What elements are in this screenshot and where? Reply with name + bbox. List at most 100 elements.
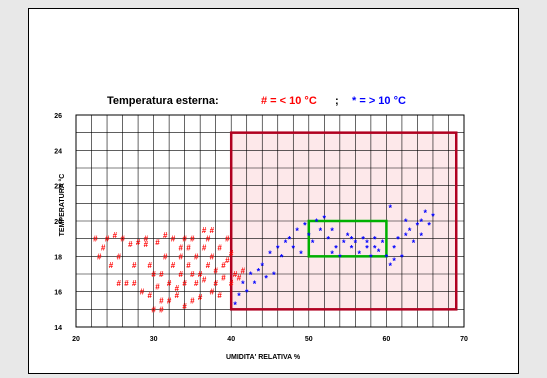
data-point: # [155, 238, 160, 247]
data-point: # [159, 305, 164, 314]
y-tick-label: 18 [54, 254, 62, 261]
data-point: * [288, 235, 292, 245]
data-point: * [257, 266, 261, 276]
data-point: * [389, 261, 393, 271]
x-tick-label: 50 [305, 336, 313, 343]
data-point: * [264, 274, 268, 284]
data-point: # [213, 266, 218, 275]
data-point: * [280, 252, 284, 262]
data-point: # [124, 279, 129, 288]
data-point: * [284, 238, 288, 248]
data-point: * [245, 288, 249, 298]
data-point: * [292, 244, 296, 254]
data-point: * [365, 238, 369, 248]
data-point: # [182, 279, 187, 288]
plot-border [75, 114, 465, 328]
data-point: # [202, 226, 207, 235]
legend: Temperatura esterna: # = < 10 °C ; * = >… [107, 95, 406, 107]
data-point: * [365, 244, 369, 254]
data-point: * [392, 256, 396, 266]
data-point: * [357, 249, 361, 259]
chart-frame: 20 30 40 50 60 70 14 16 18 20 22 24 26 # # # # # # # # # # # # #… [28, 8, 519, 374]
y-tick-label: 16 [54, 290, 62, 297]
data-point: # [217, 244, 222, 253]
data-point: * [307, 231, 311, 241]
data-point: # [105, 235, 110, 244]
data-point: * [241, 279, 245, 289]
data-point: # [175, 291, 180, 300]
data-point: # [179, 270, 184, 279]
legend-below: # = < 10 °C [261, 95, 317, 107]
data-point: # [101, 244, 106, 253]
data-point: # [213, 279, 218, 288]
data-point: # [221, 261, 226, 270]
data-point: # [186, 244, 191, 253]
data-point: * [334, 244, 338, 254]
data-point: * [311, 238, 315, 248]
data-points: ########################################… [93, 203, 435, 314]
data-point: # [163, 231, 168, 240]
data-point: # [194, 279, 199, 288]
data-point: # [120, 235, 125, 244]
data-point: * [315, 217, 319, 227]
data-point: * [346, 231, 350, 241]
data-point: # [159, 270, 164, 279]
data-point: # [97, 252, 102, 261]
tick-labels: 20 30 40 50 60 70 14 16 18 20 22 24 26 [54, 113, 468, 343]
x-tick-label: 70 [460, 336, 468, 343]
data-point: * [330, 249, 334, 259]
data-point: # [128, 240, 133, 249]
data-point: # [93, 235, 98, 244]
data-point: # [147, 261, 152, 270]
series-below-10: ########################################… [93, 226, 245, 315]
data-point: * [423, 208, 427, 218]
data-point: # [241, 266, 246, 275]
data-point: # [210, 252, 215, 261]
data-point: # [144, 235, 149, 244]
data-point: * [233, 300, 237, 310]
data-point: # [144, 240, 149, 249]
data-point: # [233, 270, 238, 279]
x-tick-label: 60 [383, 336, 391, 343]
data-point: # [229, 249, 234, 258]
data-point: # [186, 261, 191, 270]
y-tick-label: 24 [54, 148, 62, 155]
data-point: # [147, 291, 152, 300]
legend-above: * = > 10 °C [352, 95, 406, 107]
data-point: * [237, 291, 241, 301]
data-point: # [202, 244, 207, 253]
data-point: # [179, 252, 184, 261]
y-axis-label: TEMPERATURA °C [58, 174, 66, 237]
data-point: # [190, 297, 195, 306]
data-point: * [338, 252, 342, 262]
data-point: * [392, 244, 396, 254]
data-point: # [167, 297, 172, 306]
data-point: # [151, 305, 156, 314]
data-point: # [163, 252, 168, 261]
data-point: # [140, 288, 145, 297]
data-point: * [249, 270, 253, 280]
data-point: # [116, 252, 121, 261]
y-tick-label: 14 [54, 325, 62, 332]
data-point: # [210, 226, 215, 235]
data-point: * [420, 217, 424, 227]
data-point: * [381, 238, 385, 248]
data-point: * [299, 249, 303, 259]
data-point: # [182, 235, 187, 244]
data-point: # [206, 261, 211, 270]
data-point: # [190, 270, 195, 279]
data-point: * [361, 235, 365, 245]
data-point: * [408, 226, 412, 236]
data-point: # [217, 291, 222, 300]
shaded-zone-border [229, 131, 458, 311]
data-point: * [350, 235, 354, 245]
data-point: # [221, 274, 226, 283]
y-tick-label: 20 [54, 219, 62, 226]
x-axis-label: UMIDITA' RELATIVA % [226, 354, 301, 361]
data-point: # [132, 261, 137, 270]
data-point: * [303, 221, 307, 231]
series-above-10: ************** **************************… [233, 203, 435, 310]
data-point: # [206, 235, 211, 244]
data-point: # [237, 274, 242, 283]
